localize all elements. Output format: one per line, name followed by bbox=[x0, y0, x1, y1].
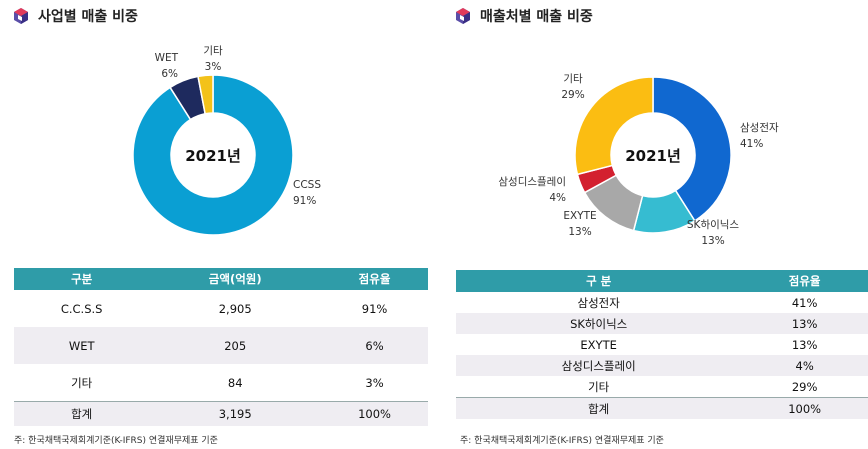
cell-total-share: 100% bbox=[321, 401, 428, 426]
table-total-row: 합계 3,195 100% bbox=[14, 401, 428, 426]
cell-total-label: 합계 bbox=[456, 397, 742, 419]
table-row: SK하이닉스 13% bbox=[456, 313, 868, 334]
cell-category: C.C.S.S bbox=[60, 301, 103, 316]
table-row: 삼성디스플레이 4% bbox=[456, 355, 868, 376]
cell-category: 삼성디스플레이 bbox=[456, 355, 742, 376]
right-panel: 매출처별 매출 비중 삼성전자 41% SK하이닉스 13% EXYTE 13% 삼성디스플… bbox=[448, 0, 868, 449]
donut-slice-4 bbox=[574, 76, 654, 176]
table-header-row: 구 분 점유율 bbox=[456, 270, 868, 292]
cell-amount: 2,905 bbox=[218, 301, 252, 316]
slice-percent-label: 41% bbox=[740, 138, 763, 150]
cell-share: 41% bbox=[791, 295, 818, 310]
right-title: 매출처별 매출 비중 bbox=[454, 6, 593, 26]
col-header-amount: 금액(억원) bbox=[149, 268, 322, 290]
left-title: 사업별 매출 비중 bbox=[12, 6, 138, 26]
customer-sales-table: 구 분 점유율 삼성전자 41% SK하이닉스 13% EXYTE 13% 삼성… bbox=[456, 270, 868, 419]
cell-share: 13% bbox=[741, 313, 868, 334]
left-footnote: 주: 한국채택국제회계기준(K-IFRS) 연결재무제표 기준 bbox=[14, 436, 218, 446]
cell-total-share: 100% bbox=[741, 397, 868, 419]
col-header-share: 점유율 bbox=[741, 270, 868, 292]
donut-center-label: 2021년 bbox=[625, 147, 681, 165]
cell-total-amount: 3,195 bbox=[149, 401, 322, 426]
donut-slice-2 bbox=[197, 74, 214, 115]
slice-percent-label: 4% bbox=[549, 192, 566, 204]
slice-label: 기타 bbox=[563, 73, 583, 85]
cell-share: 91% bbox=[361, 301, 388, 316]
slice-label: 기타 bbox=[203, 45, 223, 57]
cell-share: 3% bbox=[365, 375, 384, 390]
slice-label: 삼성전자 bbox=[740, 122, 779, 134]
table-header-row: 구분 금액(억원) 점유율 bbox=[14, 268, 428, 290]
donut-slice-0 bbox=[132, 74, 294, 236]
table-row: C.C.S.S 2,905 91% bbox=[14, 290, 428, 327]
slice-percent-label: 91% bbox=[293, 195, 316, 207]
slice-percent-label: 29% bbox=[561, 89, 584, 101]
cell-share: 13% bbox=[791, 337, 818, 352]
cell-category: EXYTE bbox=[580, 337, 617, 352]
table-row: 삼성전자 41% bbox=[456, 292, 868, 313]
slice-label: SK하이닉스 bbox=[687, 218, 740, 231]
slice-label: 삼성디스플레이 bbox=[498, 176, 566, 188]
table-total-row: 합계 100% bbox=[456, 397, 868, 419]
customer-donut-chart: 삼성전자 41% SK하이닉스 13% EXYTE 13% 삼성디스플레이 4% 기타 29% 20… bbox=[498, 73, 779, 247]
table-row: 기타 84 3% bbox=[14, 364, 428, 402]
cell-share: 4% bbox=[741, 355, 868, 376]
cell-amount: 205 bbox=[149, 327, 322, 364]
col-header-category: 구 분 bbox=[456, 270, 742, 292]
slice-percent-label: 6% bbox=[161, 68, 178, 80]
cell-total-label: 합계 bbox=[14, 401, 150, 426]
business-sales-table: 구분 금액(억원) 점유율 C.C.S.S 2,905 91% WET 205 … bbox=[14, 268, 428, 426]
table-row: WET 205 6% bbox=[14, 327, 428, 364]
slice-label: WET bbox=[155, 52, 179, 64]
cell-category: SK하이닉스 bbox=[456, 313, 742, 334]
cube-logo-icon bbox=[14, 8, 28, 24]
cell-share: 6% bbox=[321, 327, 428, 364]
right-footnote: 주: 한국채택국제회계기준(K-IFRS) 연결재무제표 기준 bbox=[460, 436, 664, 446]
table-row: EXYTE 13% bbox=[456, 334, 868, 355]
slice-label: EXYTE bbox=[563, 210, 596, 222]
col-header-category: 구분 bbox=[14, 268, 150, 290]
cell-category: 삼성전자 bbox=[577, 295, 620, 310]
cell-amount: 84 bbox=[227, 375, 243, 390]
left-panel: 사업별 매출 비중 CCSS 91% WET 6% 기타 3% 2021년 구분 금액(억원… bbox=[12, 6, 428, 446]
cube-logo-icon bbox=[456, 8, 470, 24]
business-donut-chart: CCSS 91% WET 6% 기타 3% 2021년 bbox=[132, 45, 321, 236]
cell-category: 기타 bbox=[71, 375, 93, 390]
cell-category: 기타 bbox=[588, 379, 610, 394]
table-row: 기타 29% bbox=[456, 376, 868, 398]
donut-slice-0 bbox=[652, 76, 732, 222]
col-header-share: 점유율 bbox=[321, 268, 428, 290]
left-title-text: 사업별 매출 비중 bbox=[38, 9, 138, 25]
cell-category: WET bbox=[14, 327, 150, 364]
cell-share: 29% bbox=[791, 379, 818, 394]
slice-percent-label: 3% bbox=[205, 61, 222, 73]
slice-percent-label: 13% bbox=[701, 235, 724, 247]
slice-percent-label: 13% bbox=[568, 226, 591, 238]
donut-center-label: 2021년 bbox=[185, 147, 241, 165]
right-title-text: 매출처별 매출 비중 bbox=[480, 9, 593, 25]
slice-label: CCSS bbox=[293, 179, 321, 191]
